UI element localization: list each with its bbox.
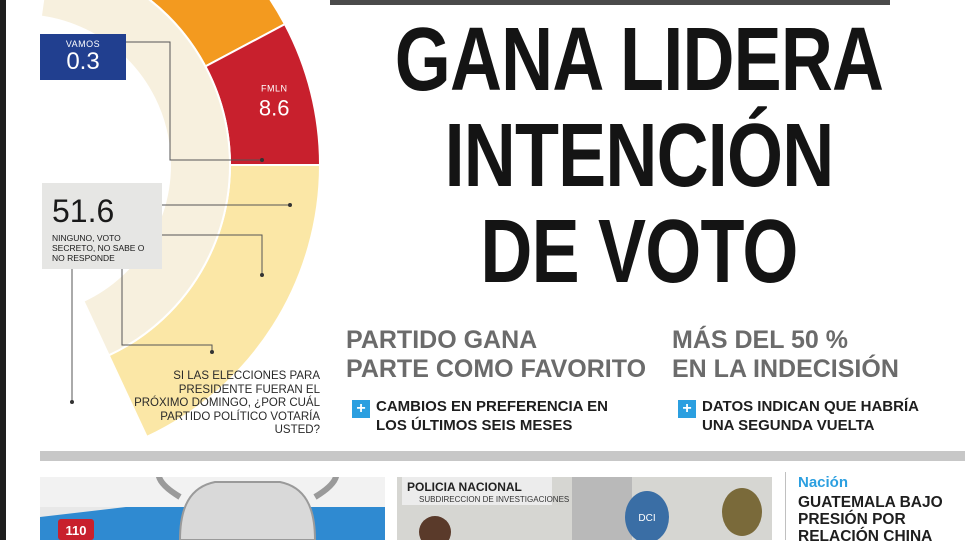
teaser-headline-line: PRESIÓN POR (798, 511, 906, 528)
emblem-icon (722, 488, 762, 536)
plus-icon: + (352, 400, 370, 418)
subhead-line: PARTE COMO FAVORITO (346, 355, 647, 383)
leader-line (126, 41, 262, 161)
photo-sign-subtext: SUBDIRECCION DE INVESTIGACIONES (419, 495, 569, 504)
police-teaser-image[interactable]: POLICIA NACIONAL SUBDIRECCION DE INVESTI… (397, 477, 772, 540)
leader-dot (288, 203, 292, 207)
pie-inner-ring (39, 0, 231, 357)
sports-teaser-image[interactable]: 110 (40, 477, 385, 540)
teaser-headline-line: RELACIÓN CHINA (798, 528, 933, 545)
dci-badge-text: DCI (638, 513, 655, 524)
teaser-headline-line: GUATEMALA BAJO (798, 494, 943, 511)
headline-line: DE VOTO (480, 202, 798, 302)
top-strip (330, 0, 890, 5)
vamos-callout: VAMOS 0.3 (40, 34, 126, 80)
leader-line (162, 234, 263, 275)
bullet-cambios-preferencia: CAMBIOS EN PREFERENCIA EN LOS ÚLTIMOS SE… (376, 397, 608, 435)
score-badge-text: 110 (66, 523, 87, 538)
subhead-indecision: MÁS DEL 50 % EN LA INDECISIÓN (672, 326, 899, 384)
leader-line (121, 269, 213, 352)
subhead-line: PARTIDO GANA (346, 326, 538, 354)
photo-sign-text: POLICIA NACIONAL (407, 480, 522, 494)
bullet-line: DATOS INDICAN QUE HABRÍA (702, 398, 919, 415)
vamos-label: VAMOS (65, 39, 101, 49)
score-badge (58, 519, 94, 540)
pie-chart: GANA21.9FMLN8.6 (39, 0, 322, 439)
vamos-value: 0.3 (66, 48, 100, 75)
section-divider (40, 451, 965, 461)
column-rule (785, 472, 786, 540)
bullet-segunda-vuelta: DATOS INDICAN QUE HABRÍA UNA SEGUNDA VUE… (702, 397, 919, 435)
dci-badge-icon (625, 491, 669, 540)
subhead-line: EN LA INDECISIÓN (672, 355, 899, 383)
subhead-gana-favorito: PARTIDO GANA PARTE COMO FAVORITO (346, 326, 646, 384)
headline-line: INTENCIÓN (444, 106, 835, 206)
pie-slice-label: FMLN (261, 84, 288, 94)
undecided-label: NINGUNO, VOTO SECRETO, NO SABE O NO RESP… (52, 233, 145, 263)
nacion-teaser-headline[interactable]: GUATEMALA BAJO PRESIÓN POR RELACIÓN CHIN… (798, 494, 968, 545)
bullet-line: CAMBIOS EN PREFERENCIA EN (376, 398, 608, 415)
leader-dot (260, 158, 264, 162)
page-left-border (0, 0, 6, 540)
leader-dot (210, 350, 214, 354)
section-label[interactable]: Nación (798, 474, 849, 491)
plus-icon: + (678, 400, 696, 418)
headline-line: GANA LIDERA (394, 10, 884, 110)
survey-question: SI LAS ELECCIONES PARA PRESIDENTE FUERAN… (134, 370, 320, 436)
undecided-value: 51.6 (52, 193, 115, 229)
police-photo-illustration: POLICIA NACIONAL SUBDIRECCION DE INVESTI… (397, 477, 772, 540)
undecided-callout: 51.6 NINGUNO, VOTO SECRETO, NO SABE O NO… (42, 183, 162, 269)
leader-dot (70, 400, 74, 404)
bullet-line: UNA SEGUNDA VUELTA (702, 417, 875, 434)
pie-slice-value: 8.6 (259, 96, 290, 121)
leader-dot (260, 273, 264, 277)
bullet-line: LOS ÚLTIMOS SEIS MESES (376, 417, 573, 434)
subhead-line: MÁS DEL 50 % (672, 326, 848, 354)
trophy-photo-illustration: 110 (40, 477, 385, 540)
main-headline: GANA LIDERA INTENCIÓN DE VOTO (387, 12, 891, 300)
